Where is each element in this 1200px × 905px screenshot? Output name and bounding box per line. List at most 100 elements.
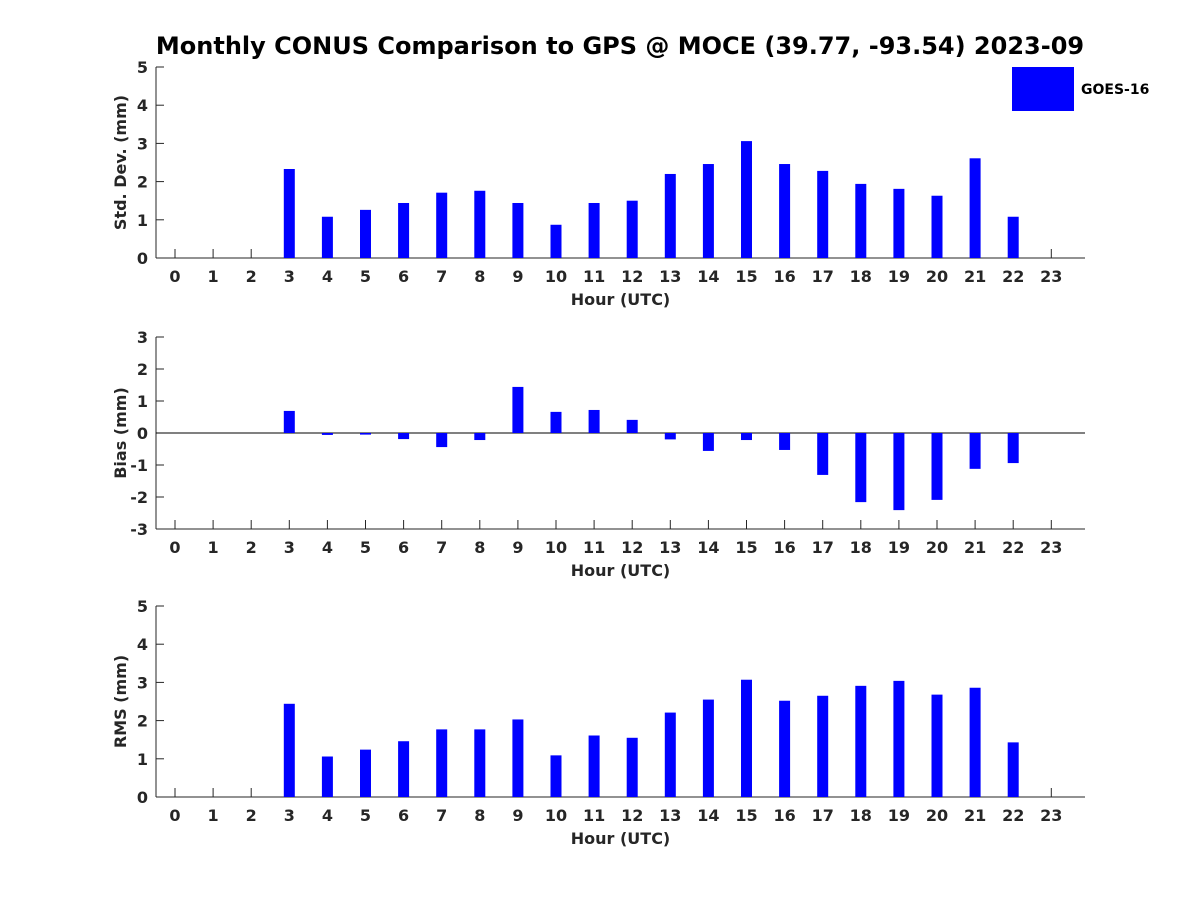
legend-label: GOES-16 (1081, 82, 1149, 98)
bias-ytick-label: -3 (130, 520, 148, 539)
bias-ylabel: Bias (mm) (111, 387, 130, 479)
rms-bar-5 (360, 749, 371, 797)
bias-bar-6 (398, 433, 410, 440)
stddev-xtick-label: 0 (169, 267, 180, 286)
bias-xtick-label: 21 (964, 538, 986, 557)
stddev-xtick-label: 12 (621, 267, 643, 286)
rms-ytick-label: 0 (137, 788, 148, 807)
bias-bar-19 (893, 433, 905, 511)
rms-bar-11 (588, 735, 600, 797)
rms-ytick-label: 4 (137, 635, 148, 654)
rms-xtick-label: 6 (398, 806, 409, 825)
rms-xtick-label: 3 (284, 806, 295, 825)
bias-ytick-label: -1 (130, 456, 148, 475)
rms-xtick-label: 10 (545, 806, 567, 825)
bias-xtick-label: 4 (322, 538, 333, 557)
rms-bar-16 (779, 700, 791, 797)
bias-xtick-label: 15 (735, 538, 757, 557)
bias-xtick-label: 7 (436, 538, 447, 557)
bias-ytick-label: 0 (137, 424, 148, 443)
stddev-bar-18 (855, 183, 867, 258)
rms-bar-8 (474, 729, 486, 797)
stddev-ylabel: Std. Dev. (mm) (111, 95, 130, 230)
bias-xtick-label: 3 (284, 538, 295, 557)
stddev-xtick-label: 16 (773, 267, 795, 286)
bias-bar-15 (741, 433, 752, 441)
stddev-ytick-label: 5 (137, 58, 148, 77)
bias-xtick-label: 23 (1040, 538, 1062, 557)
rms-xtick-label: 5 (360, 806, 371, 825)
rms-xtick-label: 9 (512, 806, 523, 825)
rms-xtick-label: 16 (773, 806, 795, 825)
stddev-bar-10 (550, 224, 562, 258)
stddev-xtick-label: 23 (1040, 267, 1062, 286)
bias-ytick-label: -2 (130, 488, 148, 507)
stddev-xtick-label: 3 (284, 267, 295, 286)
stddev-xtick-label: 14 (697, 267, 719, 286)
bias-bar-16 (779, 433, 791, 450)
rms-bar-19 (893, 680, 905, 797)
stddev-bar-17 (817, 170, 829, 258)
bias-xtick-label: 22 (1002, 538, 1024, 557)
bias-bar-9 (512, 386, 524, 433)
bias-xtick-label: 2 (246, 538, 257, 557)
stddev-xtick-label: 10 (545, 267, 567, 286)
chart-title: Monthly CONUS Comparison to GPS @ MOCE (… (156, 32, 1084, 60)
bias-xtick-label: 0 (169, 538, 180, 557)
stddev-xtick-label: 19 (888, 267, 910, 286)
bias-bar-7 (436, 433, 448, 448)
rms-xtick-label: 12 (621, 806, 643, 825)
stddev-bar-15 (741, 141, 752, 258)
stddev-bar-22 (1007, 216, 1019, 258)
rms-bar-3 (283, 703, 295, 797)
stddev-xtick-label: 9 (512, 267, 523, 286)
stddev-bar-8 (474, 190, 486, 258)
bias-bar-18 (855, 433, 867, 503)
bias-xtick-label: 9 (512, 538, 523, 557)
bias-bar-21 (969, 433, 981, 469)
rms-bar-6 (398, 741, 410, 797)
rms-xtick-label: 20 (926, 806, 948, 825)
bias-bar-14 (702, 433, 714, 451)
bias-bar-5 (360, 433, 371, 435)
bias-xlabel: Hour (UTC) (571, 561, 671, 580)
bias-bar-10 (550, 411, 562, 433)
stddev-xtick-label: 18 (850, 267, 872, 286)
stddev-bar-5 (360, 209, 371, 258)
stddev-xlabel: Hour (UTC) (571, 290, 671, 309)
bias-bar-11 (588, 409, 600, 433)
rms-bar-4 (321, 756, 333, 797)
bias-xtick-label: 8 (474, 538, 485, 557)
bias-bar-3 (283, 410, 295, 433)
rms-bar-18 (855, 685, 867, 797)
rms-bar-7 (436, 729, 448, 797)
rms-bar-9 (512, 719, 524, 797)
rms-xtick-label: 7 (436, 806, 447, 825)
stddev-bar-12 (626, 200, 638, 258)
stddev-bar-20 (931, 195, 943, 258)
bias-bar-8 (474, 433, 486, 441)
rms-ytick-label: 3 (137, 673, 148, 692)
rms-bar-14 (702, 699, 714, 797)
stddev-bar-19 (893, 188, 905, 258)
stddev-ytick-label: 1 (137, 211, 148, 230)
stddev-ytick-label: 0 (137, 249, 148, 268)
bias-xtick-label: 12 (621, 538, 643, 557)
stddev-xtick-label: 4 (322, 267, 333, 286)
rms-bar-17 (817, 695, 829, 797)
stddev-xtick-label: 11 (583, 267, 605, 286)
bias-bar-13 (664, 433, 676, 440)
rms-xtick-label: 1 (208, 806, 219, 825)
rms-xtick-label: 22 (1002, 806, 1024, 825)
rms-xtick-label: 23 (1040, 806, 1062, 825)
rms-xtick-label: 18 (850, 806, 872, 825)
bias-xtick-label: 20 (926, 538, 948, 557)
stddev-bar-9 (512, 202, 524, 258)
stddev-bar-6 (398, 202, 410, 258)
stddev-xtick-label: 15 (735, 267, 757, 286)
bias-xtick-label: 16 (773, 538, 795, 557)
stddev-bar-21 (969, 158, 981, 258)
stddev-xtick-label: 7 (436, 267, 447, 286)
